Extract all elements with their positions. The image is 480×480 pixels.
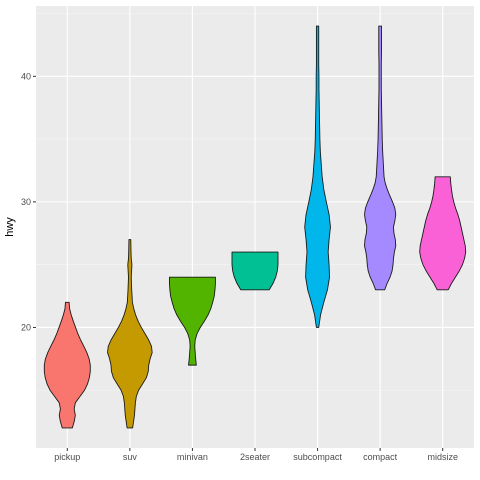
x-tick-label-midsize: midsize: [427, 452, 458, 462]
x-tick-label-pickup: pickup: [54, 452, 80, 462]
x-axis: pickup suv minivan 2seater subcompact compact…: [54, 448, 458, 462]
y-tick-label: 30: [21, 197, 31, 207]
x-tick-label-2seater: 2seater: [240, 452, 270, 462]
violin-subcompact: [304, 25, 331, 328]
y-axis-title: hwy: [4, 217, 16, 237]
y-tick-label: 20: [21, 322, 31, 332]
violin-minivan: [168, 276, 216, 366]
x-tick-label-compact: compact: [363, 452, 398, 462]
x-tick-label-minivan: minivan: [177, 452, 208, 462]
violin-compact: [364, 25, 397, 291]
violin-2seater: [231, 251, 279, 291]
violins: [43, 25, 467, 429]
violin-midsize: [419, 176, 467, 291]
violin-pickup: [43, 301, 91, 429]
x-tick-label-suv: suv: [123, 452, 138, 462]
y-axis: 20 30 40: [21, 71, 36, 332]
x-tick-label-subcompact: subcompact: [293, 452, 342, 462]
y-tick-label: 40: [21, 71, 31, 81]
violin-suv: [107, 239, 153, 429]
